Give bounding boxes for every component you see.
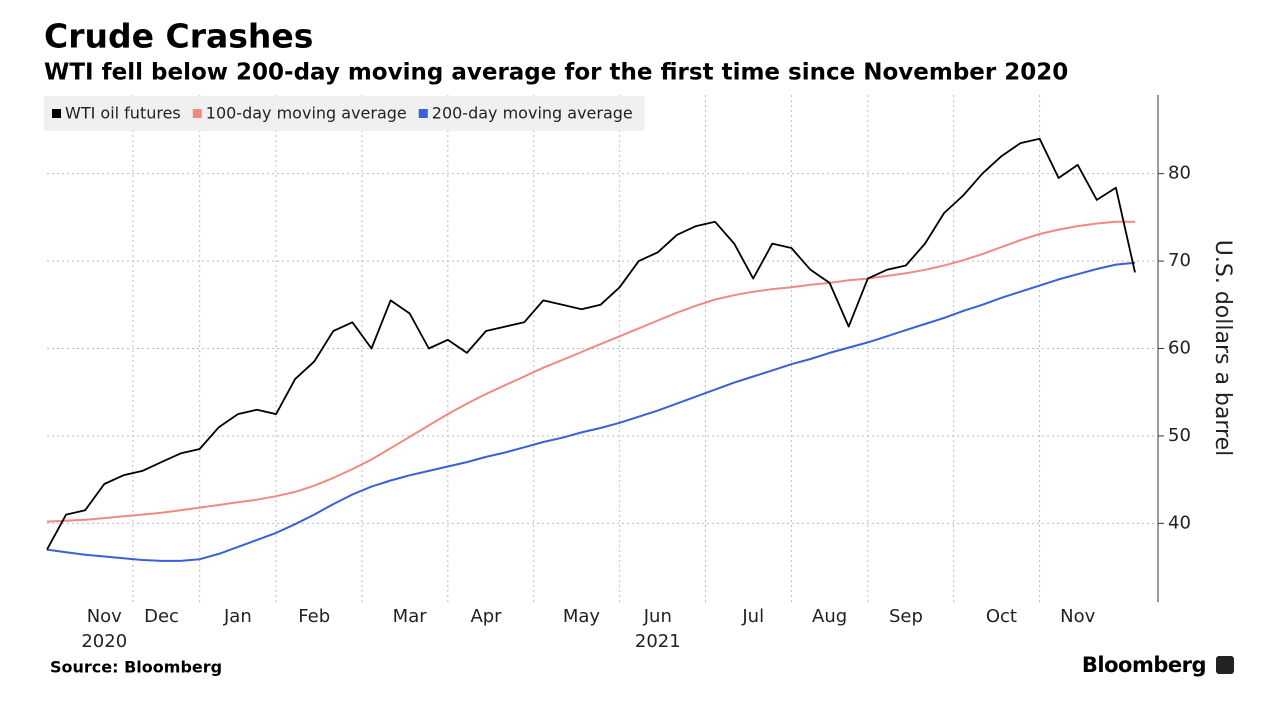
x-tick-label: Jun 2021 — [635, 606, 681, 652]
y-tick-label: 50 — [1168, 425, 1191, 446]
chart-subtitle: WTI fell below 200-day moving average fo… — [44, 60, 1068, 86]
brand-icon — [1216, 656, 1234, 674]
series-line — [46, 220, 1135, 523]
series-line — [46, 261, 1136, 562]
y-tick-label: 80 — [1168, 163, 1191, 184]
source: Source: Bloomberg — [50, 658, 222, 677]
legend-swatch — [52, 109, 61, 118]
x-tick-label: Jul — [741, 606, 764, 627]
x-tick-label: Aug — [812, 606, 847, 627]
legend-background — [44, 96, 645, 131]
legend-swatch — [418, 109, 428, 118]
x-tick-label: Nov — [1060, 606, 1095, 627]
x-tick-label: May — [563, 606, 601, 627]
x-tick-label: Nov 2020 — [81, 606, 127, 652]
x-tick-label: Sep — [889, 606, 923, 627]
y-tick-label: 40 — [1168, 512, 1191, 533]
y-axis-title: U.S. dollars a barrel — [1210, 240, 1235, 456]
legend-label: 200-day moving average — [432, 104, 633, 123]
chart-title: Crude Crashes — [44, 17, 313, 56]
legend-label: WTI oil futures — [65, 104, 181, 123]
legend: WTI oil futures 100-day moving average 200… — [44, 96, 645, 131]
x-tick-label: Feb — [298, 606, 330, 627]
x-tick-label: Jan — [223, 606, 252, 627]
y-tick-label: 60 — [1168, 338, 1191, 359]
x-tick-label: Apr — [470, 606, 502, 627]
series-line — [46, 137, 1136, 551]
x-tick-label: Oct — [986, 606, 1017, 627]
x-tick-label: Dec — [144, 606, 179, 627]
legend-swatch — [192, 109, 202, 118]
legend-label: 100-day moving average — [206, 104, 407, 123]
brand: Bloomberg — [1082, 653, 1206, 677]
y-tick-label: 70 — [1168, 250, 1191, 271]
x-tick-label: Mar — [393, 606, 428, 627]
